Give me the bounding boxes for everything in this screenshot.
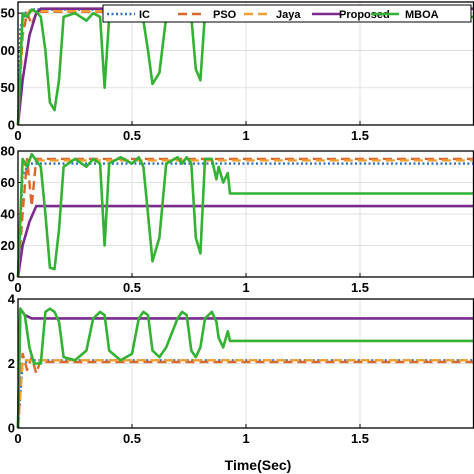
y-tick-label: 50	[1, 80, 15, 95]
series-line-proposed	[16, 204, 474, 278]
x-tick-label: 0	[14, 280, 21, 295]
series-line-pso	[16, 352, 474, 429]
y-tick-label: 150	[0, 6, 15, 21]
legend: IC PSO Jaya Proposed MBOA	[102, 4, 472, 23]
x-tick-label: 1.5	[351, 128, 369, 143]
y-tick-label: 0	[8, 118, 15, 133]
y-tick-label: 80	[1, 144, 15, 159]
x-axis-label: Time(Sec)	[225, 457, 292, 473]
legend-label-proposed: Proposed	[339, 9, 390, 21]
y-tick-label: 20	[1, 238, 15, 253]
y-tick-label: 0	[8, 270, 15, 285]
y-tick-label: 0	[8, 421, 15, 436]
legend-label-jaya: Jaya	[276, 9, 301, 21]
y-tick-label: 100	[0, 43, 15, 58]
x-tick-label: 1.5	[351, 431, 369, 446]
legend-box	[102, 4, 472, 23]
x-tick-label: 0.5	[123, 128, 141, 143]
x-tick-label: 1	[242, 431, 249, 446]
y-tick-label: 2	[8, 356, 15, 371]
y-tick-label: 4	[8, 292, 16, 307]
legend-label-pso: PSO	[213, 9, 237, 21]
panel-2: 0 20 40 60 80 0 0.5 1 1.5	[1, 144, 474, 295]
x-tick-label: 0.5	[123, 431, 141, 446]
legend-label-mboa: MBOA	[405, 9, 439, 21]
x-tick-label: 0	[14, 128, 21, 143]
y-tick-label: 60	[1, 175, 15, 190]
y-tick-label: 40	[1, 207, 15, 222]
legend-label-ic: IC	[139, 9, 150, 21]
x-tick-label: 1.5	[351, 280, 369, 295]
panel-1: 0 50 100 150 0 0.5 1 1.5	[0, 1, 474, 143]
x-tick-label: 0	[14, 431, 21, 446]
panel-3: 0 2 4 0 0.5 1 1.5	[8, 292, 474, 446]
x-tick-label: 0.5	[123, 280, 141, 295]
x-tick-label: 1	[242, 128, 249, 143]
series-line-mboa	[16, 307, 474, 429]
x-tick-label: 1	[242, 280, 249, 295]
series-line-mboa	[16, 152, 474, 278]
series-line-jaya	[16, 359, 474, 429]
series-line-pso	[16, 157, 474, 278]
